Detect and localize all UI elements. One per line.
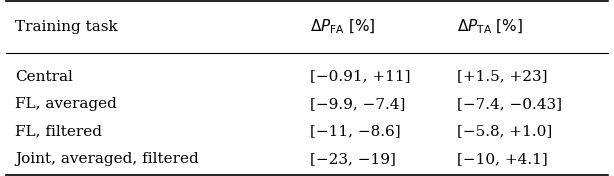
Text: [−0.91, +11]: [−0.91, +11]: [310, 70, 411, 84]
Text: [−9.9, −7.4]: [−9.9, −7.4]: [310, 97, 405, 111]
Text: [−10, +4.1]: [−10, +4.1]: [457, 152, 548, 166]
Text: [+1.5, +23]: [+1.5, +23]: [457, 70, 548, 84]
Text: Central: Central: [15, 70, 73, 84]
Text: [−7.4, −0.43]: [−7.4, −0.43]: [457, 97, 562, 111]
Text: Joint, averaged, filtered: Joint, averaged, filtered: [15, 152, 199, 166]
Text: FL, filtered: FL, filtered: [15, 124, 103, 138]
Text: [−5.8, +1.0]: [−5.8, +1.0]: [457, 124, 553, 138]
Text: Training task: Training task: [15, 20, 118, 34]
Text: $\Delta P_{\mathrm{TA}}\ [\%]$: $\Delta P_{\mathrm{TA}}\ [\%]$: [457, 18, 523, 36]
Text: $\Delta P_{\mathrm{FA}}\ [\%]$: $\Delta P_{\mathrm{FA}}\ [\%]$: [310, 18, 376, 36]
Text: [−23, −19]: [−23, −19]: [310, 152, 396, 166]
Text: [−11, −8.6]: [−11, −8.6]: [310, 124, 401, 138]
Text: FL, averaged: FL, averaged: [15, 97, 117, 111]
